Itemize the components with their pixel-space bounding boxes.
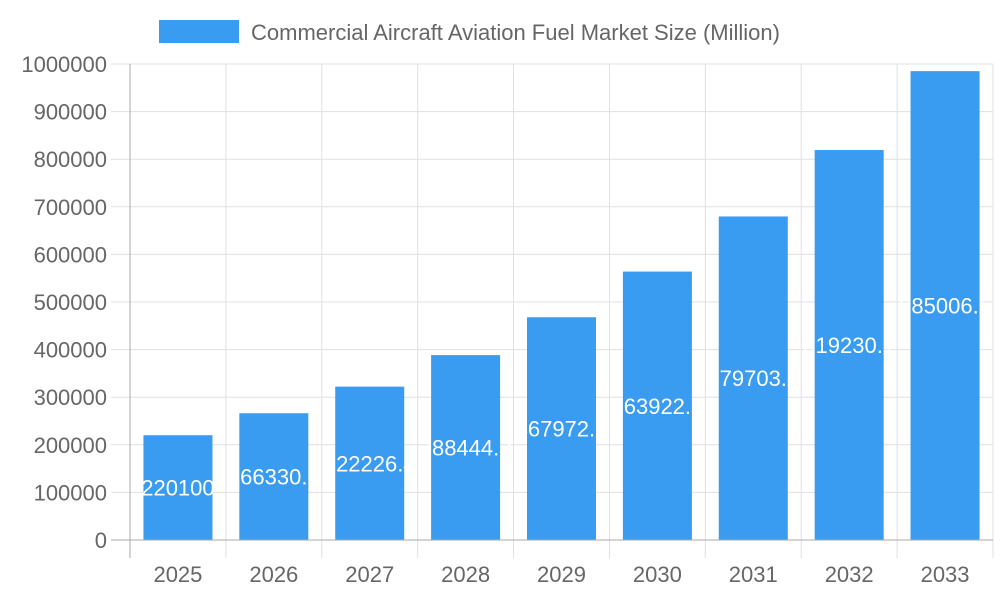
data-label: 467972.6 <box>516 417 608 442</box>
data-label: 266330.8 <box>228 465 320 490</box>
bar-2028 <box>431 355 501 540</box>
data-label: 819230.1 <box>803 333 895 358</box>
y-tick-label: 1000000 <box>21 52 107 77</box>
data-label: 220100 <box>141 476 214 501</box>
data-label: 388444.2 <box>420 436 512 461</box>
data-label: 679703.5 <box>707 366 799 391</box>
data-label: 563922.5 <box>612 394 704 419</box>
bar-2025 <box>143 435 213 540</box>
x-tick-label: 2026 <box>249 562 298 587</box>
y-tick-label: 400000 <box>34 338 107 363</box>
y-tick-label: 100000 <box>34 480 107 505</box>
y-tick-label: 500000 <box>34 290 107 315</box>
x-tick-label: 2032 <box>825 562 874 587</box>
bar-2033 <box>910 71 980 541</box>
x-tick-label: 2031 <box>729 562 778 587</box>
data-label: 322226.4 <box>324 451 416 476</box>
bar-2031 <box>718 216 788 541</box>
legend[interactable]: Commercial Aircraft Aviation Fuel Market… <box>159 20 780 45</box>
x-tick-label: 2027 <box>345 562 394 587</box>
x-tick-label: 2033 <box>921 562 970 587</box>
data-labels: 220100 266330.8322226.4388444.2467972.656… <box>141 294 991 501</box>
axes: 0 100000 200000 300000 400000 500000 600000 700… <box>21 52 993 587</box>
bars <box>143 71 980 541</box>
legend-label: Commercial Aircraft Aviation Fuel Market… <box>251 20 780 45</box>
x-tick-label: 2025 <box>153 562 202 587</box>
y-tick-label: 600000 <box>34 242 107 267</box>
y-tick-label: 200000 <box>34 433 107 458</box>
y-tick-label: 0 <box>95 528 107 553</box>
bar-2030 <box>622 271 692 540</box>
y-tick-label: 800000 <box>34 147 107 172</box>
bar-2032 <box>814 150 884 540</box>
bar-2027 <box>335 386 405 540</box>
data-label: 985006.5 <box>899 294 991 319</box>
y-tick-label: 900000 <box>34 100 107 125</box>
x-tick-label: 2028 <box>441 562 490 587</box>
legend-swatch <box>159 20 239 43</box>
bar-2026 <box>239 413 309 540</box>
y-tick-label: 300000 <box>34 385 107 410</box>
x-tick-label: 2030 <box>633 562 682 587</box>
y-tick-label: 700000 <box>34 195 107 220</box>
bar-2029 <box>527 317 596 540</box>
x-tick-label: 2029 <box>537 562 586 587</box>
